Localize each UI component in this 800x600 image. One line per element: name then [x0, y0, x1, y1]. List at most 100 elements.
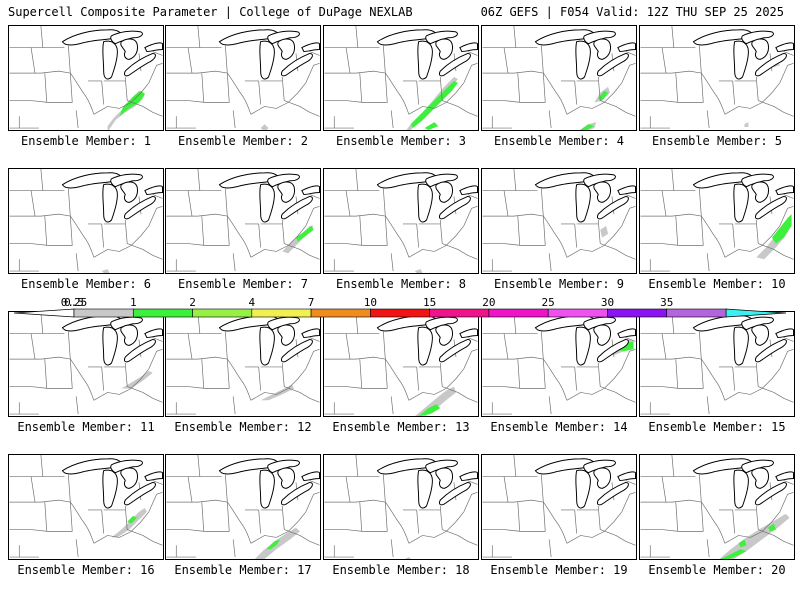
state-border — [732, 80, 736, 105]
great-lake — [267, 459, 300, 474]
state-border — [779, 205, 794, 227]
state-border — [382, 188, 386, 217]
great-lake — [280, 195, 313, 220]
state-border — [284, 243, 320, 260]
state-border — [148, 62, 163, 84]
ensemble-map-panel — [481, 25, 637, 131]
state-border — [783, 480, 794, 485]
state-border — [281, 362, 285, 387]
state-border — [540, 188, 544, 217]
legend-bin — [192, 308, 253, 318]
scp-shading-gray — [404, 557, 411, 559]
state-border — [621, 348, 636, 370]
state-border — [40, 169, 44, 191]
color-legend: 0.5 1 2 4 7 10 15 20 25 30 35 0.25 — [13, 296, 787, 318]
state-border — [197, 169, 201, 191]
state-border — [724, 225, 781, 258]
great-lake — [438, 195, 471, 220]
state-border — [124, 505, 128, 530]
state-border — [250, 511, 307, 544]
state-border — [187, 333, 193, 360]
great-lake — [435, 467, 453, 489]
ensemble-map-panel — [481, 454, 637, 560]
state-border — [70, 501, 95, 544]
state-border — [675, 359, 679, 389]
state-border — [197, 455, 201, 477]
state-border — [201, 216, 205, 246]
state-border — [540, 45, 544, 74]
member-label: Ensemble Member: 12 — [174, 420, 312, 434]
state-border — [600, 100, 636, 117]
member-map — [640, 455, 794, 559]
state-border — [566, 511, 623, 544]
great-lake — [102, 40, 118, 80]
great-lake — [754, 195, 787, 220]
state-border — [574, 223, 578, 248]
member-map — [324, 169, 478, 273]
state-border — [127, 529, 163, 546]
great-lake — [425, 459, 458, 474]
member-label: Ensemble Member: 4 — [493, 134, 625, 148]
ensemble-map-panel — [165, 311, 321, 417]
great-lake — [593, 38, 611, 60]
member-label: Ensemble Member: 13 — [332, 420, 470, 434]
state-border — [40, 26, 44, 48]
state-border — [40, 455, 44, 477]
legend-label-left: 0.25 — [61, 296, 88, 309]
state-border — [566, 368, 623, 401]
state-border — [597, 362, 601, 387]
great-lake — [741, 30, 774, 45]
legend-cap-right — [725, 308, 787, 318]
legend-bin — [607, 308, 668, 318]
great-lake — [617, 328, 636, 339]
state-border — [408, 368, 465, 401]
state-border — [700, 359, 704, 389]
member-label: Ensemble Member: 16 — [17, 563, 155, 577]
state-border — [706, 110, 710, 129]
state-border — [732, 366, 736, 391]
state-border — [755, 76, 759, 101]
state-border — [166, 356, 228, 360]
state-border — [625, 51, 636, 56]
state-border — [44, 359, 48, 389]
state-border — [384, 502, 388, 532]
great-lake — [425, 30, 458, 45]
state-border — [70, 215, 95, 258]
state-border — [621, 205, 636, 227]
state-border — [69, 73, 73, 103]
state-border — [513, 455, 517, 477]
state-border — [517, 216, 521, 246]
state-border — [463, 491, 478, 513]
great-lake — [425, 173, 458, 188]
state-border — [385, 358, 410, 401]
great-lake — [277, 38, 295, 60]
member-label: Ensemble Member: 7 — [177, 277, 309, 291]
state-border — [324, 499, 386, 503]
state-border — [382, 45, 386, 74]
great-lake — [123, 52, 156, 77]
state-border — [700, 73, 704, 103]
great-lake — [459, 471, 478, 482]
state-border — [324, 529, 388, 532]
state-border — [305, 491, 320, 513]
member-map — [324, 26, 478, 130]
ensemble-map-panel — [323, 454, 479, 560]
state-border — [548, 253, 552, 272]
great-lake — [277, 467, 295, 489]
great-lake — [741, 459, 774, 474]
great-lake — [102, 469, 118, 509]
state-border — [258, 509, 262, 534]
state-border — [700, 502, 704, 532]
state-border — [9, 213, 71, 217]
member-label: Ensemble Member: 17 — [174, 563, 312, 577]
state-border — [467, 337, 478, 342]
state-border — [70, 358, 95, 401]
ensemble-map-panel — [639, 168, 795, 274]
state-border — [439, 505, 443, 530]
ensemble-map-panel — [8, 25, 164, 131]
state-border — [517, 502, 521, 532]
member-label: Ensemble Member: 10 — [648, 277, 786, 291]
state-border — [661, 333, 667, 360]
state-border — [75, 396, 79, 415]
state-border — [284, 100, 320, 117]
